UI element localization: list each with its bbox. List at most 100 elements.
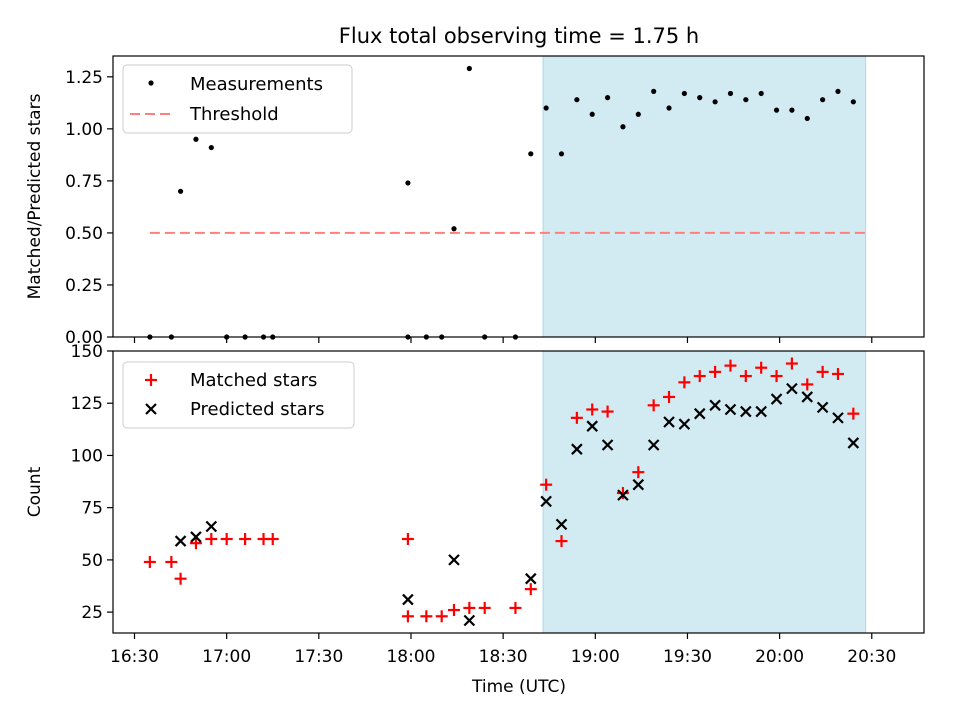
matched-star-point [801, 378, 814, 391]
predicted-star-point [601, 439, 614, 451]
x-tick-label: 17:00 [202, 647, 251, 667]
predicted-star-point [647, 439, 660, 451]
matched-star-point [709, 365, 722, 378]
matched-star-point [478, 601, 491, 614]
measurement-point [697, 95, 703, 101]
x-tick-label: 20:30 [847, 647, 896, 667]
matched-star-point [189, 537, 202, 550]
matched-star-point [785, 357, 798, 370]
y-tick-label: 1.00 [65, 120, 103, 140]
matched-star-point [463, 601, 476, 614]
measurement-point [405, 180, 411, 186]
matched-star-point [220, 533, 233, 545]
y-tick-label: 125 [71, 394, 103, 414]
predicted-star-point [540, 495, 552, 508]
chart-title: Flux total observing time = 1.75 h [339, 24, 699, 48]
measurement-point [758, 90, 764, 97]
y-tick-label: 0.50 [65, 224, 103, 244]
measurement-point [789, 107, 795, 113]
y-tick-label: 0.75 [65, 172, 103, 192]
matched-star-point [174, 572, 187, 585]
measurement-point [558, 151, 565, 157]
ratio-plot-frame [112, 55, 925, 338]
predicted-star-point [617, 489, 629, 501]
predicted-star-point [402, 593, 414, 606]
measurement-point [773, 107, 780, 113]
matched-star-point [816, 365, 829, 378]
x-tick-label: 19:30 [663, 647, 712, 667]
count-legend: Matched stars Predicted stars [122, 361, 355, 429]
measurement-point [835, 88, 841, 94]
ratio-x-ticks [133, 337, 873, 343]
x-tick-label: 20:00 [755, 647, 804, 667]
predicted-star-point [740, 405, 752, 418]
matched-star-point [435, 610, 448, 623]
matched-star-point [524, 583, 537, 596]
measurement-point [466, 65, 472, 72]
ratio-y-ticks: 0.00 0.25 0.50 0.75 1.00 1.25 [65, 68, 113, 348]
ratio-y-axis-label: Matched/Predicted stars [25, 93, 45, 299]
matched-star-point [724, 359, 737, 372]
matched-star-point [540, 478, 553, 491]
measurement-point [604, 95, 611, 101]
matched-star-point [570, 411, 583, 424]
measurement-point [208, 144, 214, 151]
y-tick-label: 50 [81, 551, 103, 571]
matched-star-point [616, 487, 629, 500]
measurement-point [666, 105, 672, 111]
matched-star-point [693, 370, 706, 383]
x-tick-label: 18:00 [386, 647, 435, 667]
y-tick-label: 150 [71, 342, 103, 362]
predicted-star-point [448, 554, 460, 566]
y-tick-label: 0.25 [65, 276, 103, 296]
predicted-star-point [816, 401, 829, 414]
measurement-point [574, 97, 580, 103]
predicted-star-point [847, 437, 860, 449]
measurement-point [451, 226, 457, 232]
predicted-star-point [709, 399, 721, 412]
predicted-star-point [190, 531, 202, 543]
legend-label-threshold: Threshold [189, 104, 279, 125]
matched-star-point [420, 610, 433, 623]
matched-star-point [632, 466, 645, 479]
shaded-region [542, 350, 867, 634]
legend-marker-predicted [145, 403, 157, 415]
measurement-points [147, 65, 856, 340]
matched-star-point [239, 533, 252, 545]
measurement-point [193, 136, 199, 142]
x-tick-label: 19:00 [571, 647, 620, 667]
predicted-star-point [174, 535, 187, 547]
y-tick-label: 100 [71, 446, 103, 466]
measurement-point [651, 88, 657, 94]
matched-star-point [847, 407, 860, 420]
predicted-star-point [693, 407, 706, 420]
predicted-star-point [770, 393, 783, 405]
matched-star-point [165, 555, 178, 568]
matched-star-point [143, 555, 156, 568]
y-tick-label: 1.25 [65, 68, 103, 88]
count-x-ticks: 16:30 17:00 17:30 18:00 18:30 19:00 19:30 20:00… [110, 633, 896, 667]
matched-star-point [401, 610, 414, 623]
predicted-star-point [571, 443, 583, 455]
y-tick-label: 25 [81, 603, 103, 623]
count-plot-frame [112, 350, 925, 634]
measurement-point [589, 111, 595, 117]
measurement-point [177, 188, 184, 194]
matched-star-point [509, 601, 522, 614]
measurement-point [850, 99, 856, 105]
predicted-star-point [205, 520, 218, 533]
measurement-point [712, 99, 718, 105]
measurement-point [543, 105, 549, 111]
ratio-legend: Measurements Threshold [122, 64, 353, 134]
x-axis-label: Time (UTC) [471, 677, 566, 697]
x-tick-label: 16:30 [110, 647, 159, 667]
measurement-point [681, 90, 687, 97]
measurement-point [635, 111, 641, 117]
legend-label-predicted: Predicted stars [190, 399, 324, 420]
matched-star-point [586, 403, 599, 416]
measurement-point [743, 97, 749, 103]
x-tick-label: 17:30 [294, 647, 343, 667]
count-points [143, 357, 860, 627]
predicted-star-point [632, 478, 645, 491]
matched-star-point [555, 535, 568, 548]
